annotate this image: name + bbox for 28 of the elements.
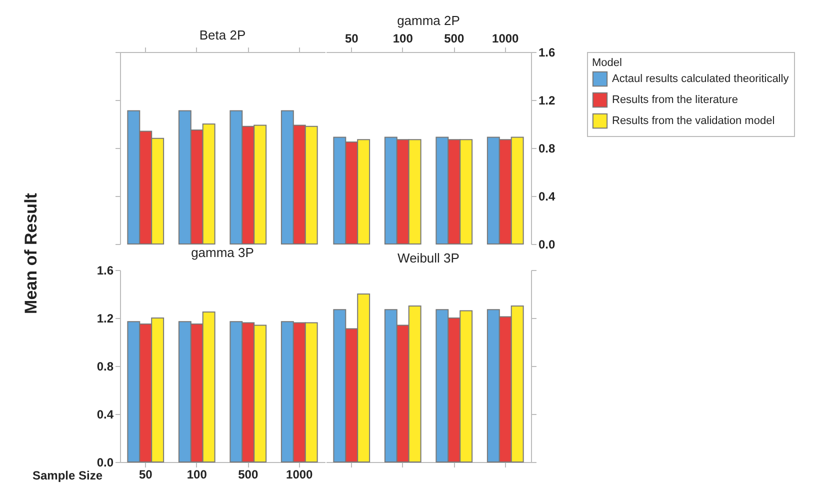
y-tick-label: 1.2 — [96, 312, 114, 326]
y-tick-label: 0.4 — [96, 408, 114, 422]
x-tick-label: 1000 — [492, 32, 520, 46]
legend-label: Actaul results calculated theoritically — [612, 73, 790, 85]
y-tick-label: 0.8 — [538, 142, 556, 156]
x-tick-label: 1000 — [286, 468, 314, 482]
x-tick-label: 50 — [138, 468, 153, 482]
chart-title: Beta 2P — [199, 28, 246, 42]
y-tick-label: 1.2 — [538, 94, 556, 108]
legend-title: Model — [592, 57, 622, 69]
y-tick-label: 1.6 — [538, 46, 556, 60]
chart-title: gamma 3P — [191, 245, 254, 260]
x-tick-label: 500 — [444, 32, 464, 46]
chart-title: Weibull 3P — [398, 250, 460, 266]
y-tick-label: 0.4 — [538, 190, 556, 204]
chart-title: gamma 2P — [397, 13, 460, 28]
legend-label: Results from the literature — [612, 94, 738, 106]
x-axis-title: Sample Size — [32, 468, 103, 482]
y-tick-label: 0.0 — [538, 238, 556, 252]
x-tick-label: 500 — [238, 468, 258, 482]
x-tick-label: 100 — [392, 32, 414, 46]
x-tick-label: 100 — [186, 468, 208, 482]
y-axis-title: Mean of Result — [22, 192, 40, 314]
y-tick-label: 1.6 — [96, 264, 114, 278]
y-tick-label: 0.8 — [96, 360, 114, 374]
legend-label: Results from the validation model — [612, 115, 775, 127]
y-tick-label: 0.0 — [96, 456, 114, 470]
x-tick-label: 50 — [344, 32, 359, 46]
